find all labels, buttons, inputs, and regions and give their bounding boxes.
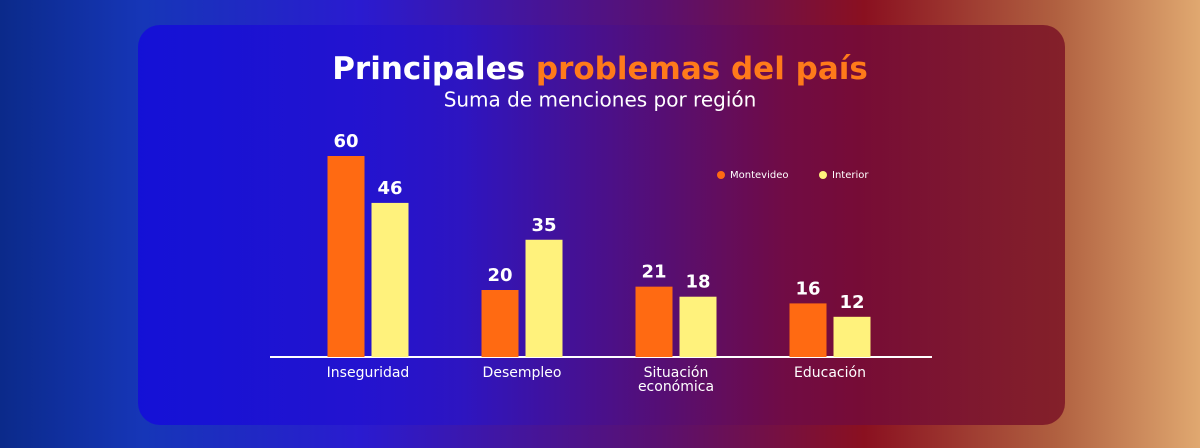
value-label: 20 — [487, 265, 512, 286]
value-label: 18 — [685, 272, 710, 293]
value-label: 16 — [795, 278, 820, 299]
value-label: 21 — [641, 262, 666, 283]
legend-marker — [717, 171, 725, 179]
card — [138, 25, 1065, 425]
bar — [833, 316, 871, 357]
x-tick-label: Educación — [794, 365, 866, 381]
x-tick-label: Situación económica — [637, 365, 715, 395]
title-plain: Principales — [332, 51, 525, 87]
value-label: 35 — [531, 215, 556, 236]
value-label: 46 — [377, 178, 402, 199]
chart-title: Principales problemas del país — [332, 51, 868, 87]
title-highlight: problemas del país — [536, 51, 868, 87]
value-label: 12 — [839, 292, 864, 313]
bar — [327, 156, 365, 357]
bar — [679, 296, 717, 357]
x-tick-label: Inseguridad — [326, 365, 410, 381]
value-label: 60 — [333, 131, 358, 152]
legend-marker — [819, 171, 827, 179]
bar — [635, 286, 673, 357]
x-tick-label: Desempleo — [482, 365, 562, 381]
bar — [371, 202, 409, 357]
chart-subtitle: Suma de menciones por región — [444, 88, 757, 112]
bar — [525, 239, 563, 357]
legend-label: Montevideo — [730, 170, 788, 181]
bar — [789, 303, 827, 357]
legend-label: Interior — [832, 170, 869, 181]
bar — [481, 290, 519, 357]
